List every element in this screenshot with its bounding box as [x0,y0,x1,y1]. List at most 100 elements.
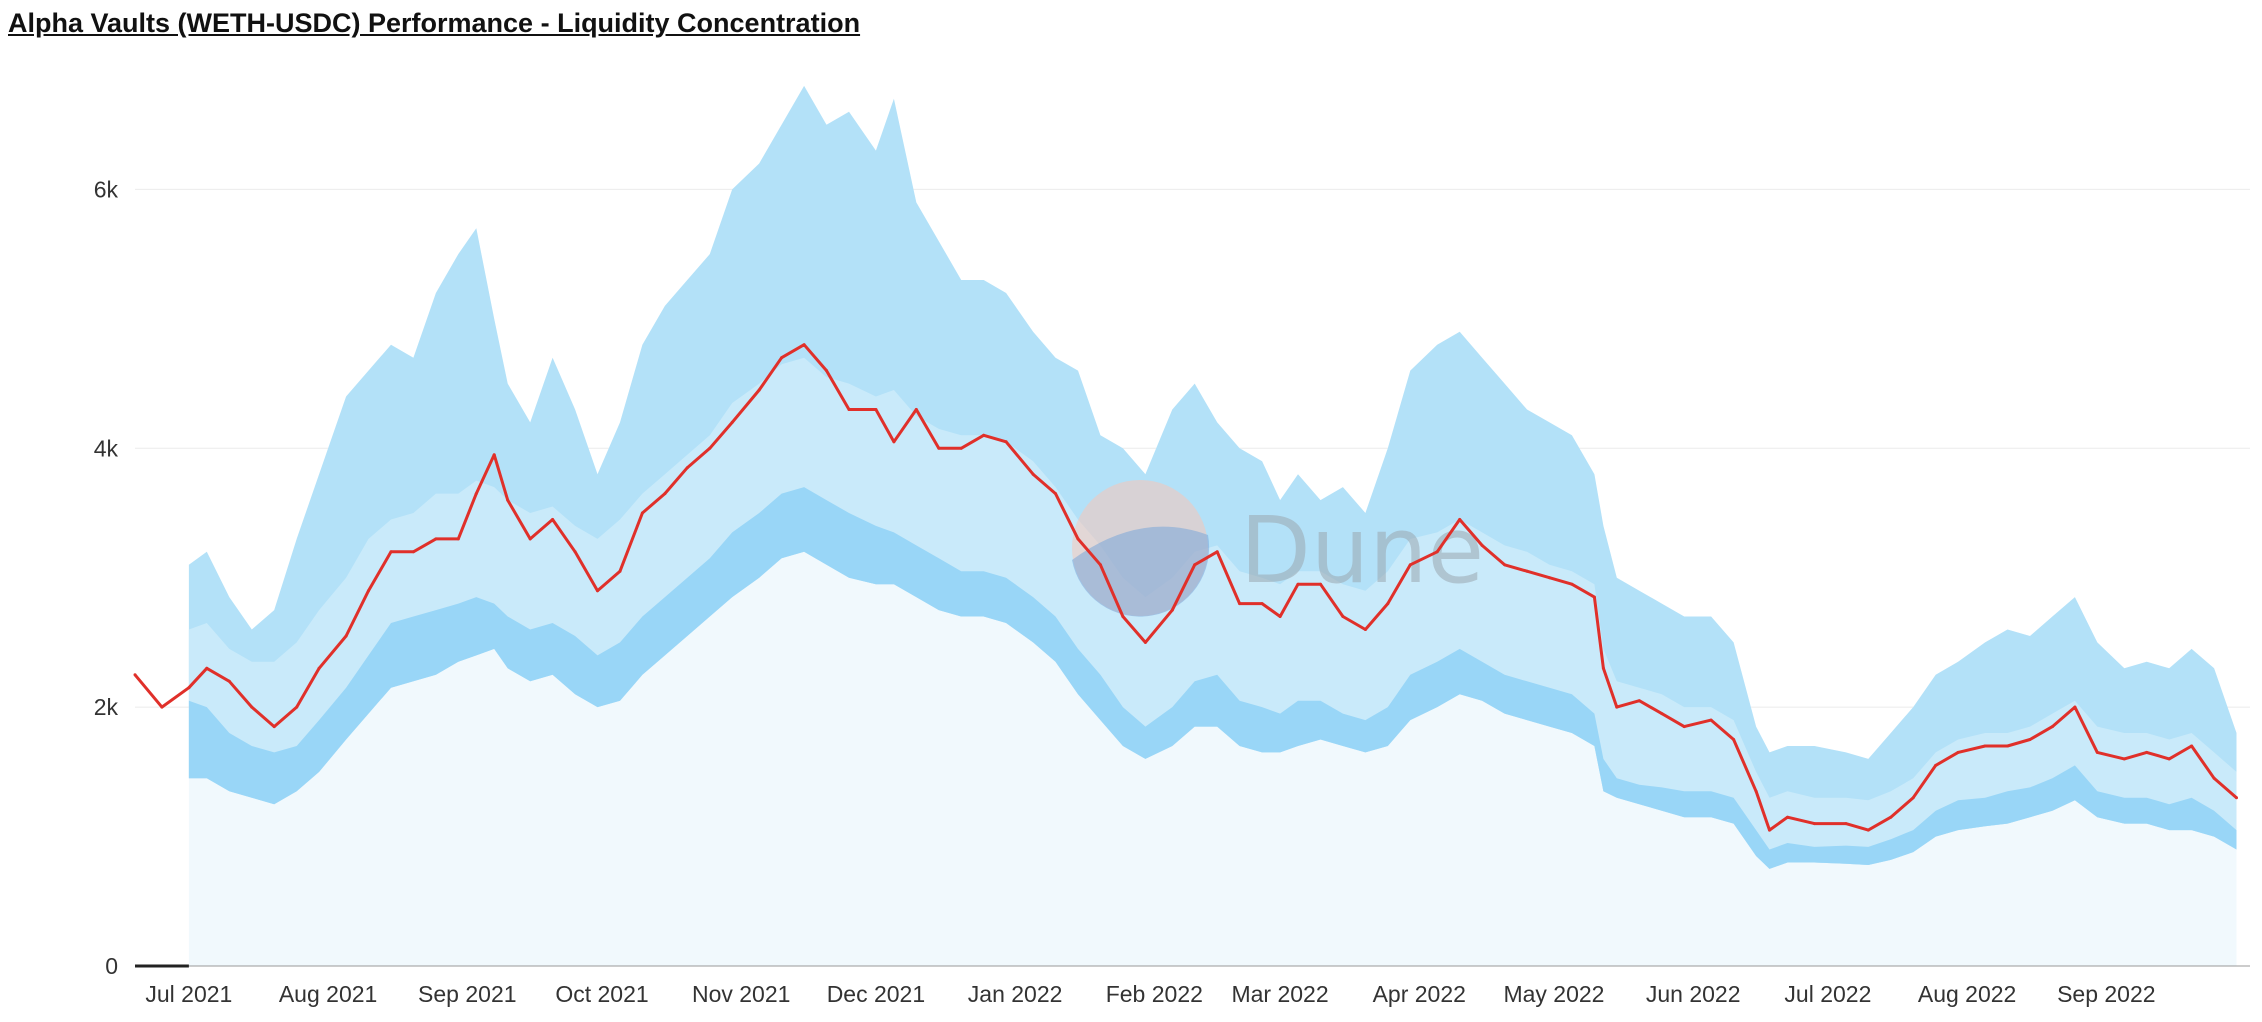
price-point [982,433,986,437]
price-point [367,589,370,593]
price-point [1031,472,1035,476]
price-point [344,634,348,638]
dune-logo-wave [1072,526,1210,617]
price-point [685,466,689,470]
price-point [1615,705,1619,709]
price-point [2190,744,2194,748]
price-point [2095,750,2099,754]
price-point [1238,602,1242,606]
middle-range-band [188,357,2237,869]
price-point [1786,815,1789,819]
x-tick-label: Sep 2021 [418,981,516,1007]
price-point [2050,725,2054,729]
liquidity-bands [188,85,2237,966]
x-tick-label: Nov 2021 [692,981,790,1007]
price-point [1435,550,1439,554]
price-point [1076,537,1080,541]
price-point [1319,582,1322,586]
dune-watermark: Dune [1072,480,1484,617]
inner-range-band [188,487,2237,869]
price-point [1143,640,1147,644]
x-tick-label: Aug 2021 [279,981,377,1007]
price-point [780,356,784,360]
outer-range-band [188,85,2237,869]
x-tick-label: Jun 2022 [1646,981,1741,1007]
chart-title[interactable]: Alpha Vaults (WETH-USDC) Performance - L… [8,8,861,38]
x-tick-label: Aug 2022 [1918,981,2016,1007]
price-point [663,492,667,496]
price-line-layer [133,343,2238,832]
price-point [389,550,393,554]
price-point [1709,718,1713,722]
price-point [295,705,299,709]
price-point [474,492,478,496]
price-point [1548,576,1551,580]
x-tick-label: Oct 2021 [555,981,648,1007]
price-point [1844,822,1848,826]
price-point [847,408,851,411]
price-point [1570,582,1574,586]
price-point [456,537,460,541]
dune-watermark-text: Dune [1240,497,1484,604]
price-point [618,569,622,573]
price-point [411,550,415,554]
price-point [1601,666,1605,670]
price-point [1341,615,1345,618]
y-tick-label: 0 [105,953,118,979]
price-point [205,666,209,670]
price-point [272,725,276,729]
price-point [133,673,137,677]
price-point [2122,757,2126,761]
price-point [1812,822,1816,826]
price-point [937,446,941,450]
price-point [1768,828,1771,832]
price-point [802,343,806,347]
price-point [1193,563,1197,567]
price-point [492,453,496,457]
x-tick-label: Sep 2022 [2057,981,2155,1007]
price-point [2235,796,2238,800]
y-tick-label: 4k [94,435,119,461]
price-point [1054,492,1057,496]
price-point [528,537,532,541]
price-point [187,686,191,690]
x-tick-label: Feb 2022 [1106,981,1203,1007]
price-point [2028,738,2032,741]
price-point [2167,757,2171,761]
x-tick-label: Jul 2021 [145,981,232,1007]
price-point [506,498,510,502]
y-axis-ticks: 0 2k 4k 6k [94,176,119,979]
price-point [1121,615,1125,618]
price-point [573,550,577,554]
price-point [1682,725,1686,729]
price-point [825,369,828,373]
price-point [250,705,254,709]
price-point [2212,776,2216,780]
price-point [1956,750,1960,754]
price-point [1525,569,1529,573]
price-point [160,705,164,709]
x-tick-label: Jul 2022 [1784,981,1871,1007]
price-point [640,511,644,515]
x-tick-label: Apr 2022 [1373,981,1466,1007]
price-point [1934,763,1938,767]
price-point [1754,789,1758,793]
price-point [317,666,321,670]
price-point [1004,440,1008,444]
price-point [1260,602,1264,606]
x-axis-ticks: Jul 2021 Aug 2021 Sep 2021 Oct 2021 Nov 2021… [145,981,2155,1007]
price-point [1278,615,1282,618]
price-point [1732,738,1736,741]
price-point [1592,595,1596,599]
price-point [551,518,555,521]
price-point [227,679,231,683]
price-point [1503,563,1507,567]
price-point [1889,815,1893,819]
price-point [757,388,761,392]
price-point [1866,828,1870,832]
price-point [1215,550,1219,554]
price-point [730,420,734,424]
x-tick-label: Dec 2021 [827,981,925,1007]
price-point [1386,602,1390,606]
price-point [1296,582,1300,586]
